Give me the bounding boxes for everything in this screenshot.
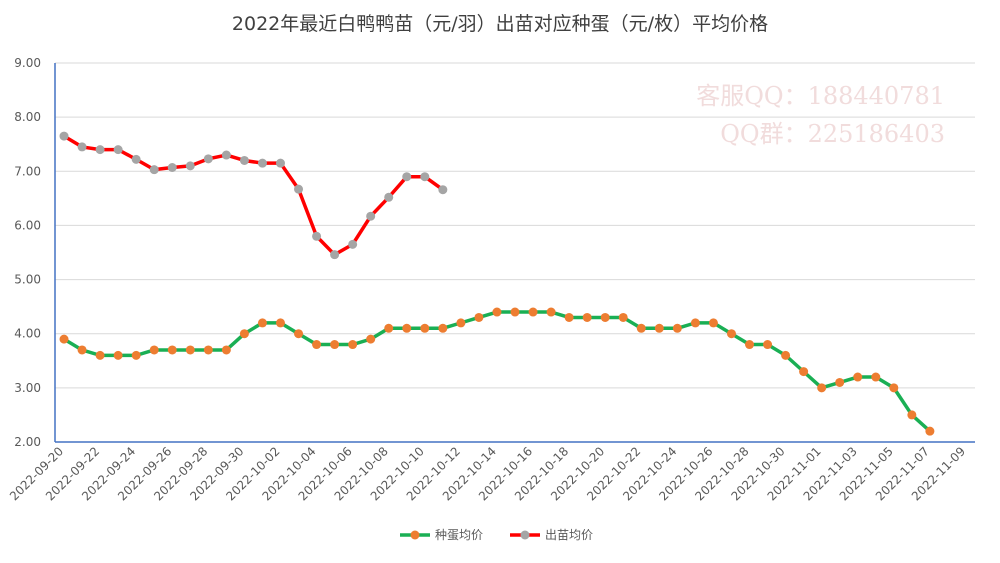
marker	[330, 250, 340, 260]
chart-title: 2022年最近白鸭鸭苗（元/羽）出苗对应种蛋（元/枚）平均价格	[232, 13, 768, 35]
y-tick-label: 2.00	[14, 435, 41, 449]
marker	[59, 334, 69, 344]
marker	[672, 323, 682, 333]
y-tick-label: 5.00	[14, 273, 41, 287]
marker	[95, 145, 105, 155]
marker	[239, 329, 249, 339]
marker	[889, 383, 899, 393]
marker	[456, 318, 466, 328]
marker	[835, 377, 845, 387]
marker	[708, 318, 718, 328]
marker	[221, 345, 231, 355]
marker	[636, 323, 646, 333]
marker	[239, 155, 249, 165]
marker	[366, 334, 376, 344]
marker	[528, 307, 538, 317]
marker	[907, 410, 917, 420]
marker	[149, 165, 159, 175]
marker	[817, 383, 827, 393]
marker	[492, 307, 502, 317]
marker	[420, 172, 430, 182]
marker	[131, 350, 141, 360]
series-line	[63, 134, 444, 257]
marker	[366, 211, 376, 221]
marker	[384, 323, 394, 333]
y-tick-label: 4.00	[14, 327, 41, 341]
y-tick-label: 9.00	[14, 56, 41, 70]
marker	[330, 340, 340, 350]
y-tick-label: 8.00	[14, 110, 41, 124]
marker	[294, 329, 304, 339]
marker	[402, 323, 412, 333]
marker	[618, 312, 628, 322]
marker	[726, 329, 736, 339]
marker	[799, 367, 809, 377]
marker	[384, 192, 394, 202]
watermark: 客服QQ：188440781	[696, 82, 945, 110]
marker	[348, 340, 358, 350]
marker	[763, 340, 773, 350]
marker	[582, 312, 592, 322]
marker	[257, 158, 267, 168]
marker	[294, 184, 304, 194]
marker	[149, 345, 159, 355]
marker	[420, 323, 430, 333]
marker	[95, 350, 105, 360]
marker	[402, 172, 412, 182]
marker	[113, 350, 123, 360]
marker	[131, 154, 141, 164]
marker	[77, 142, 87, 152]
marker	[654, 323, 664, 333]
y-tick-label: 7.00	[14, 164, 41, 178]
marker	[203, 345, 213, 355]
marker	[438, 323, 448, 333]
marker	[275, 158, 285, 168]
marker	[925, 426, 935, 436]
marker	[474, 312, 484, 322]
marker	[257, 318, 267, 328]
marker	[221, 150, 231, 160]
marker	[167, 345, 177, 355]
marker	[510, 307, 520, 317]
marker	[185, 345, 195, 355]
marker	[853, 372, 863, 382]
watermark: QQ群：225186403	[720, 120, 945, 148]
marker	[275, 318, 285, 328]
marker	[564, 312, 574, 322]
marker	[113, 145, 123, 155]
legend-label: 出苗均价	[545, 528, 593, 542]
marker	[312, 231, 322, 241]
marker	[312, 340, 322, 350]
marker	[781, 350, 791, 360]
marker	[203, 154, 213, 164]
y-tick-label: 3.00	[14, 381, 41, 395]
marker	[185, 161, 195, 171]
marker	[77, 345, 87, 355]
legend-marker	[520, 530, 530, 540]
y-tick-label: 6.00	[14, 218, 41, 232]
marker	[690, 318, 700, 328]
marker	[871, 372, 881, 382]
legend-marker	[410, 530, 420, 540]
marker	[745, 340, 755, 350]
marker	[600, 312, 610, 322]
marker	[167, 162, 177, 172]
legend-label: 种蛋均价	[435, 528, 483, 542]
marker	[438, 185, 448, 195]
marker	[59, 131, 69, 141]
marker	[348, 239, 358, 249]
marker	[546, 307, 556, 317]
